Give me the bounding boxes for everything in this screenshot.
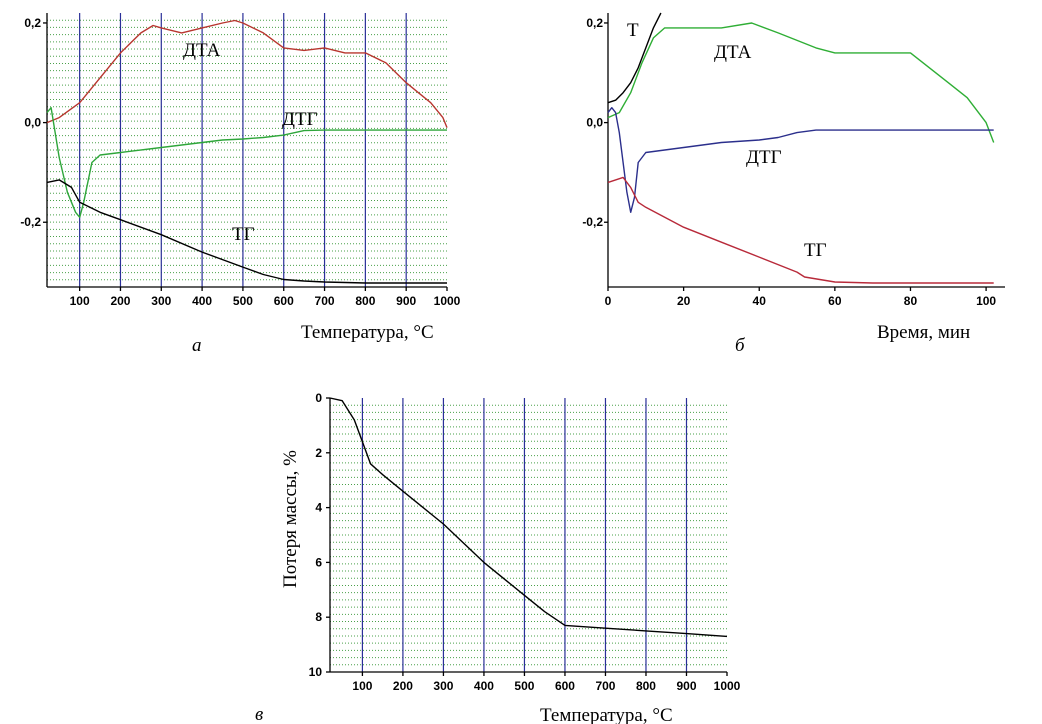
series-line-0 [607, 12, 662, 104]
panel-b-xlabel: Время, мин [877, 322, 970, 343]
y-tick-label: 0,0 [24, 116, 41, 130]
panel-c-ylabel: Потеря массы, % [280, 450, 301, 588]
panel-c-xlabel: Температура, °C [540, 705, 673, 724]
x-tick-label: 60 [828, 294, 842, 308]
x-tick-label: 500 [514, 679, 534, 693]
x-tick-label: 600 [274, 294, 294, 308]
x-tick-label: 40 [753, 294, 767, 308]
panel-a-label-dta: ДТА [183, 40, 221, 61]
panel-b-label-t: Т [627, 20, 639, 41]
x-tick-label: 100 [352, 679, 372, 693]
panel-c-letter: в [255, 704, 263, 724]
y-tick-label: 10 [309, 665, 323, 679]
x-tick-label: 800 [636, 679, 656, 693]
x-tick-label: 400 [192, 294, 212, 308]
y-tick-label: 8 [315, 610, 322, 624]
y-tick-label: 0,2 [24, 16, 41, 30]
series-line-1 [46, 106, 447, 219]
x-tick-label: 100 [976, 294, 996, 308]
x-tick-label: 700 [315, 294, 335, 308]
series-line-0 [46, 19, 448, 128]
x-tick-label: 200 [393, 679, 413, 693]
x-tick-label: 500 [233, 294, 253, 308]
x-tick-label: 900 [396, 294, 416, 308]
x-tick-label: 0 [605, 294, 612, 308]
x-tick-label: 200 [110, 294, 130, 308]
x-tick-label: 1000 [434, 294, 461, 308]
y-tick-label: -0,2 [582, 215, 603, 229]
panel-c-chart: 100 200 300 400 500 600 700 800 900 1000 0 2 4 6 8 10 Т… [255, 391, 741, 724]
y-tick-label: 6 [315, 555, 322, 569]
x-tick-label: 300 [433, 679, 453, 693]
y-tick-label: 0,0 [586, 116, 603, 130]
y-tick-label: -0,2 [20, 215, 41, 229]
series-line [329, 397, 728, 638]
panel-b-chart: 0 20 40 60 80 100 0,2 0,0 -0,2 Т ДТА ДТГ ТГ Врем… [582, 12, 1005, 356]
panel-b-label-dta: ДТА [714, 42, 752, 63]
y-tick-label: 2 [315, 446, 322, 460]
x-tick-label: 800 [355, 294, 375, 308]
y-tick-label: 0 [315, 391, 322, 405]
panel-b-letter: б [735, 335, 746, 356]
x-tick-label: 700 [595, 679, 615, 693]
x-tick-label: 100 [70, 294, 90, 308]
panel-b-label-tg: ТГ [804, 240, 827, 261]
panel-a-letter: а [192, 335, 202, 356]
series-line-3 [607, 176, 994, 284]
x-tick-label: 400 [474, 679, 494, 693]
x-tick-label: 80 [904, 294, 918, 308]
panel-a-chart: 100 200 300 400 500 600 700 800 900 1000 0,2 0,0 -0,… [20, 13, 461, 356]
x-tick-label: 900 [676, 679, 696, 693]
panel-a-label-tg: ТГ [232, 224, 255, 245]
series-line-2 [607, 106, 994, 214]
panel-a-label-dtg: ДТГ [282, 109, 318, 130]
y-tick-label: 0,2 [586, 16, 603, 30]
x-tick-label: 300 [151, 294, 171, 308]
x-tick-label: 1000 [714, 679, 741, 693]
panel-a-xlabel: Температура, °C [301, 322, 434, 343]
y-tick-label: 4 [315, 501, 322, 515]
series-line-2 [46, 179, 447, 284]
panel-b-label-dtg: ДТГ [746, 147, 782, 168]
x-tick-label: 600 [555, 679, 575, 693]
x-tick-label: 20 [677, 294, 691, 308]
series-line-1 [607, 22, 995, 143]
